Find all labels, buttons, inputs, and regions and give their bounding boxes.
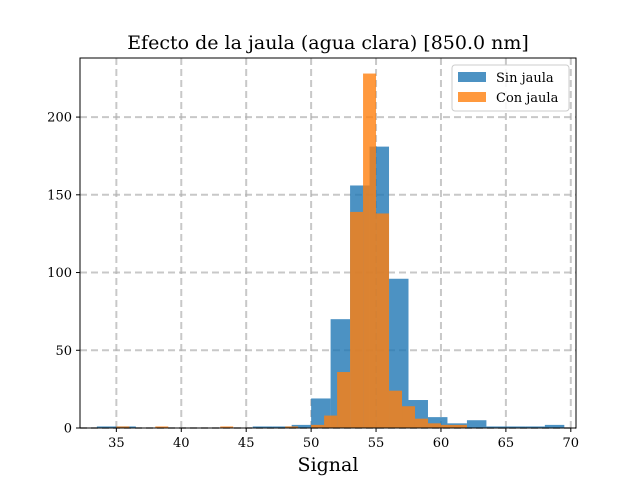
histogram-bar [291, 424, 312, 428]
x-tick-label: 60 [433, 436, 450, 451]
x-tick-label: 55 [368, 436, 385, 451]
x-tick-label: 35 [108, 436, 125, 451]
plot-frame [79, 57, 577, 429]
legend: Sin jaula Con jaula [451, 64, 570, 112]
histogram-bar [116, 426, 130, 428]
histogram-bar [440, 424, 454, 428]
y-tick-label: 0 [64, 422, 72, 437]
histogram-bar [155, 426, 169, 428]
histogram-bar [486, 426, 506, 428]
x-tick-label: 45 [238, 436, 255, 451]
histogram-bar [505, 426, 526, 428]
histogram-bar [350, 211, 364, 428]
x-tick-label: 50 [303, 436, 320, 451]
histogram-bar [311, 424, 325, 428]
histogram-bar [252, 426, 273, 428]
series-sin-jaula [96, 146, 565, 428]
histogram-bar [402, 406, 415, 428]
bars [96, 73, 565, 429]
grid-lines [80, 58, 576, 429]
y-tick-label: 100 [47, 266, 72, 281]
x-axis-label: Signal [298, 454, 359, 476]
histogram-bar [544, 424, 565, 428]
y-tick-label: 200 [47, 111, 72, 126]
axis-ticks: 35 40 45 50 55 60 65 70 0 50 100 150 200 [47, 111, 579, 451]
histogram-bar [389, 390, 403, 428]
histogram-bar [96, 426, 117, 428]
histogram-bar [376, 213, 390, 428]
legend-swatch [458, 72, 486, 82]
x-tick-label: 40 [173, 436, 190, 451]
legend-label: Con jaula [496, 91, 559, 106]
y-tick-label: 50 [55, 344, 72, 359]
histogram-bar [220, 426, 234, 428]
legend-swatch [458, 92, 486, 102]
histogram-bar [337, 372, 351, 428]
chart-title: Efecto de la jaula (agua clara) [850.0 n… [127, 32, 529, 54]
histogram-bar [285, 426, 299, 428]
histogram-bar [324, 415, 338, 428]
histogram-bar [453, 424, 467, 428]
legend-label: Sin jaula [496, 71, 554, 86]
histogram-bar [466, 420, 487, 428]
y-tick-label: 150 [47, 188, 72, 203]
x-tick-label: 65 [498, 436, 515, 451]
histogram-bar [363, 73, 377, 429]
x-tick-label: 70 [563, 436, 580, 451]
histogram-bar [272, 426, 292, 428]
histogram-bar [525, 426, 545, 428]
histogram-bar [427, 423, 441, 428]
series-con-jaula [116, 73, 467, 429]
histogram-bar [427, 417, 448, 428]
histogram-bar [414, 418, 428, 428]
